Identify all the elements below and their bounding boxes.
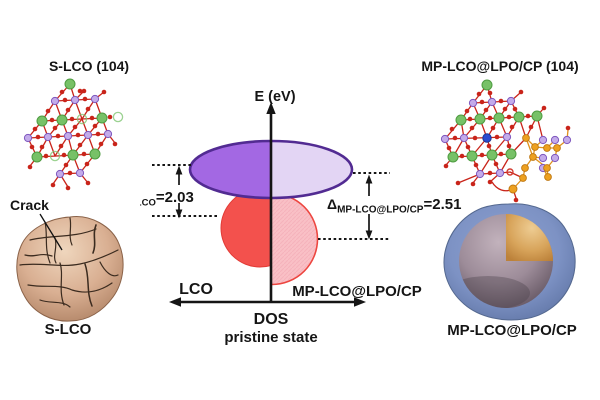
lco-band-label: LCO <box>179 281 213 298</box>
valence-band-mp <box>271 192 319 286</box>
oxygen-atoms <box>27 88 118 191</box>
left-structure-title: S-LCO (104) <box>48 58 130 74</box>
phosphorus-atoms <box>508 134 561 194</box>
gap-annotation-lco: ΔLCO=2.03 <box>140 165 194 219</box>
energy-axis-label: E (eV) <box>254 89 295 105</box>
dos-axis-left-arrowhead <box>169 297 181 307</box>
gap-annotation-mp: ΔMP-LCO@LPO/CP=2.51 <box>327 174 461 240</box>
dos-axis-label: DOS <box>254 311 289 328</box>
conduction-band-mp <box>271 141 352 198</box>
lithium-atoms <box>447 79 543 163</box>
dopant-atom <box>482 133 492 143</box>
mp-lco-particle-label: MP-LCO@LPO/CP <box>447 322 577 339</box>
oxygen-ring-atom <box>506 168 514 176</box>
right-structure-title: MP-LCO@LPO/CP (104) <box>421 58 579 74</box>
mp-lco-particle-image <box>443 203 576 321</box>
exposed-core-wedge <box>506 214 553 261</box>
lithium-vacancy-atoms <box>49 111 124 162</box>
pristine-state-label: pristine state <box>224 329 317 346</box>
cobalt-atoms <box>440 96 572 179</box>
crack-pointer-line <box>39 213 63 251</box>
cobalt-atoms <box>23 94 113 179</box>
mp-lco-crystal-structure <box>440 79 572 203</box>
band-edge-dotted-lines <box>152 164 390 240</box>
crack-lines <box>19 217 119 308</box>
s-lco-particle-label: S-LCO <box>44 321 92 338</box>
s-lco-particle-image <box>16 213 124 322</box>
dos-axis-right-arrowhead <box>354 297 366 307</box>
gap-value-lco: ΔLCO=2.03 <box>140 189 194 209</box>
dos-diagram: ΔLCO=2.03 ΔMP-LCO@LPO/CP=2.51 E (eV) LCO… <box>140 89 461 346</box>
oxygen-atoms <box>443 89 571 203</box>
lithium-atoms <box>31 78 108 163</box>
crack-label: Crack <box>10 197 49 213</box>
cracked-sphere-body <box>16 216 124 322</box>
mp-band-label: MP-LCO@LPO/CP <box>292 283 422 300</box>
s-lco-crystal-structure <box>23 78 124 191</box>
gap-value-mp: ΔMP-LCO@LPO/CP=2.51 <box>327 196 461 216</box>
energy-axis-arrowhead <box>266 102 276 114</box>
conduction-band-lco <box>190 141 271 198</box>
